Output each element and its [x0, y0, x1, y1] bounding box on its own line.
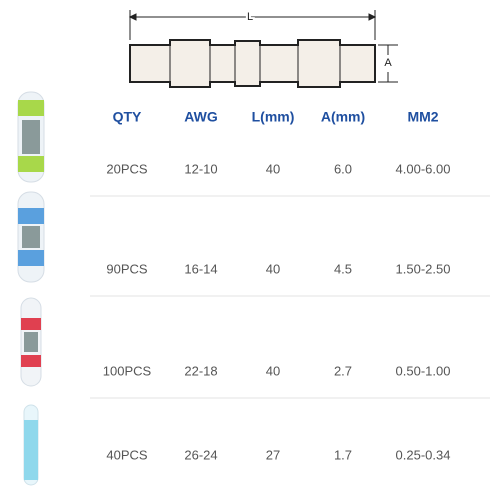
connector-images: [17, 91, 45, 486]
table-cell: 12-10: [184, 161, 217, 176]
table-cell: 20PCS: [106, 161, 148, 176]
column-header: QTY: [113, 109, 142, 125]
length-label: L: [247, 11, 253, 23]
table-cell: 100PCS: [103, 363, 152, 378]
table-cell: 16-14: [184, 261, 217, 276]
table-cell: 1.7: [334, 447, 352, 462]
table-cell: 27: [266, 447, 280, 462]
table-cell: 4.00-6.00: [396, 161, 451, 176]
column-header: AWG: [184, 109, 218, 125]
table-cell: 26-24: [184, 447, 217, 462]
table-cell: 2.7: [334, 363, 352, 378]
table-cell: 1.50-2.50: [396, 261, 451, 276]
table-cell: 0.25-0.34: [396, 447, 451, 462]
dimension-diagram: [128, 10, 398, 88]
table-cell: 90PCS: [106, 261, 148, 276]
column-header: L(mm): [252, 109, 295, 125]
table-cell: 40: [266, 363, 280, 378]
table-cell: 22-18: [184, 363, 217, 378]
table-cell: 40: [266, 261, 280, 276]
column-header: A(mm): [321, 109, 365, 125]
table-cell: 40PCS: [106, 447, 148, 462]
column-header: MM2: [407, 109, 438, 125]
diameter-label: A: [384, 57, 392, 69]
spec-table: QTY AWG L(mm) A(mm) MM2 20PCS 12-10 40 6.0 4.00-6…: [103, 109, 451, 463]
table-cell: 6.0: [334, 161, 352, 176]
table-cell: 4.5: [334, 261, 352, 276]
row-dividers: [90, 195, 490, 399]
table-cell: 40: [266, 161, 280, 176]
table-cell: 0.50-1.00: [396, 363, 451, 378]
